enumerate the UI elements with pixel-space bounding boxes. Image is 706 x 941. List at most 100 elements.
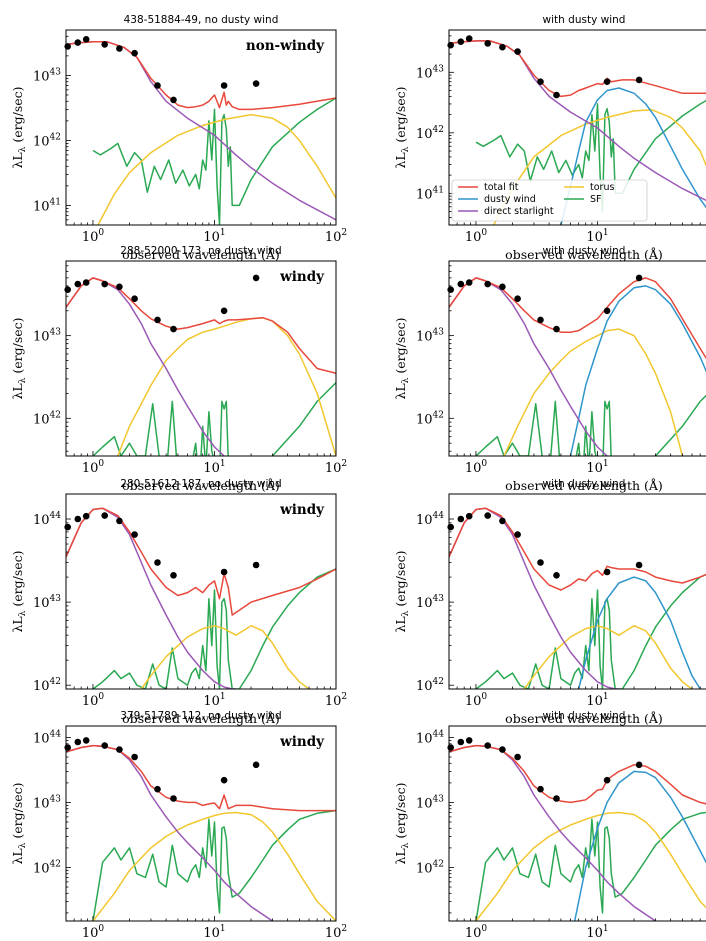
data-point [603, 568, 611, 576]
x-tick-label: 102 [325, 924, 347, 941]
tick-exponent: 42 [50, 410, 61, 420]
sf-curve [475, 394, 706, 456]
panel-6: with dusty wind100101102104210431044obse… [393, 478, 706, 726]
plot-frame [65, 725, 337, 922]
panel-title: 379-51789-112, no dusty wind [120, 710, 281, 722]
data-point [170, 572, 177, 579]
tick-base: 10 [33, 513, 50, 528]
y-tick-label: 1043 [416, 794, 444, 811]
tick-base: 10 [325, 694, 342, 709]
tick-exponent: 0 [98, 692, 104, 702]
data-point [553, 572, 560, 579]
tick-exponent: 0 [98, 228, 104, 238]
data-point [220, 568, 228, 576]
tick-exponent: 1 [603, 924, 609, 934]
tick-base: 10 [465, 926, 482, 941]
data-point [154, 559, 161, 566]
torus-curve [523, 624, 693, 689]
curves [66, 40, 336, 225]
data-point [635, 76, 643, 84]
y-tick-label: 1043 [416, 328, 444, 345]
y-tick-label: 1041 [33, 197, 61, 214]
y-axis-label: λLλ (erg/sec) [10, 317, 28, 399]
y-label-main: λL [10, 383, 25, 399]
data-point [603, 307, 611, 315]
x-tick-label: 101 [203, 459, 225, 476]
data-point [603, 776, 611, 784]
tick-exponent: 43 [433, 794, 445, 804]
data-point [101, 512, 108, 519]
tick-base: 10 [416, 330, 433, 345]
tick-exponent: 1 [220, 228, 226, 238]
tick-base: 10 [203, 694, 220, 709]
tick-exponent: 41 [433, 185, 444, 195]
tick-exponent: 42 [50, 132, 61, 142]
sf-curve [92, 382, 336, 456]
tick-base: 10 [33, 69, 50, 84]
tick-base: 10 [416, 66, 433, 81]
data-point [220, 776, 228, 784]
tick-exponent: 0 [98, 459, 104, 469]
data-point [553, 795, 560, 802]
tick-exponent: 41 [50, 197, 61, 207]
legend-label-torus: torus [590, 182, 614, 193]
tick-exponent: 43 [50, 594, 62, 604]
total-curve [66, 277, 336, 375]
data-point [514, 48, 521, 55]
x-tick-label: 101 [203, 924, 225, 941]
tick-exponent: 43 [433, 64, 445, 74]
data-point [603, 78, 611, 85]
y-axis-label: λLλ (erg/sec) [393, 86, 411, 168]
y-tick-label: 1042 [416, 859, 444, 876]
data-point [154, 316, 161, 324]
y-tick-label: 1042 [416, 410, 444, 427]
star-curve [66, 40, 336, 221]
data-point [252, 80, 260, 87]
y-label-main: λL [393, 616, 408, 632]
y-axis-label: λLλ (erg/sec) [10, 86, 28, 168]
tick-exponent: 42 [50, 859, 61, 869]
panel-tag: windy [279, 502, 325, 518]
star-curve [449, 744, 657, 921]
curves [449, 507, 706, 689]
torus-curve [117, 316, 336, 456]
tick-base: 10 [416, 412, 433, 427]
y-label-sub: λ [18, 610, 28, 616]
data-point [465, 737, 473, 744]
torus-curve [493, 109, 706, 225]
curves [66, 277, 336, 456]
data-point [101, 280, 108, 288]
x-tick-label: 102 [325, 228, 347, 245]
y-label-sub: λ [401, 610, 411, 616]
torus-curve [92, 811, 336, 921]
y-label-main: λL [10, 152, 25, 168]
x-tick-label: 101 [586, 692, 608, 709]
tick-exponent: 42 [50, 677, 61, 687]
tick-base: 10 [33, 330, 50, 345]
data-point [537, 316, 544, 324]
data-point [537, 785, 544, 793]
tick-base: 10 [82, 694, 99, 709]
tick-base: 10 [416, 679, 433, 694]
tick-base: 10 [82, 461, 99, 476]
data-point [170, 795, 177, 802]
tick-base: 10 [33, 412, 50, 427]
y-axis-label: λLλ (erg/sec) [393, 782, 411, 864]
tick-exponent: 0 [481, 924, 487, 934]
tick-exponent: 1 [220, 924, 226, 934]
tick-base: 10 [465, 694, 482, 709]
tick-base: 10 [33, 199, 50, 214]
legend-label-wind: dusty wind [484, 194, 536, 205]
tick-base: 10 [33, 596, 50, 611]
tick-base: 10 [33, 796, 50, 811]
total-curve [449, 40, 706, 98]
tick-exponent: 1 [220, 692, 226, 702]
tick-base: 10 [325, 461, 342, 476]
plot-frame [65, 29, 337, 226]
data-point [252, 561, 260, 569]
data-point [154, 785, 161, 793]
y-tick-label: 1044 [33, 729, 61, 746]
data-point [82, 36, 90, 43]
data-point [635, 274, 643, 282]
